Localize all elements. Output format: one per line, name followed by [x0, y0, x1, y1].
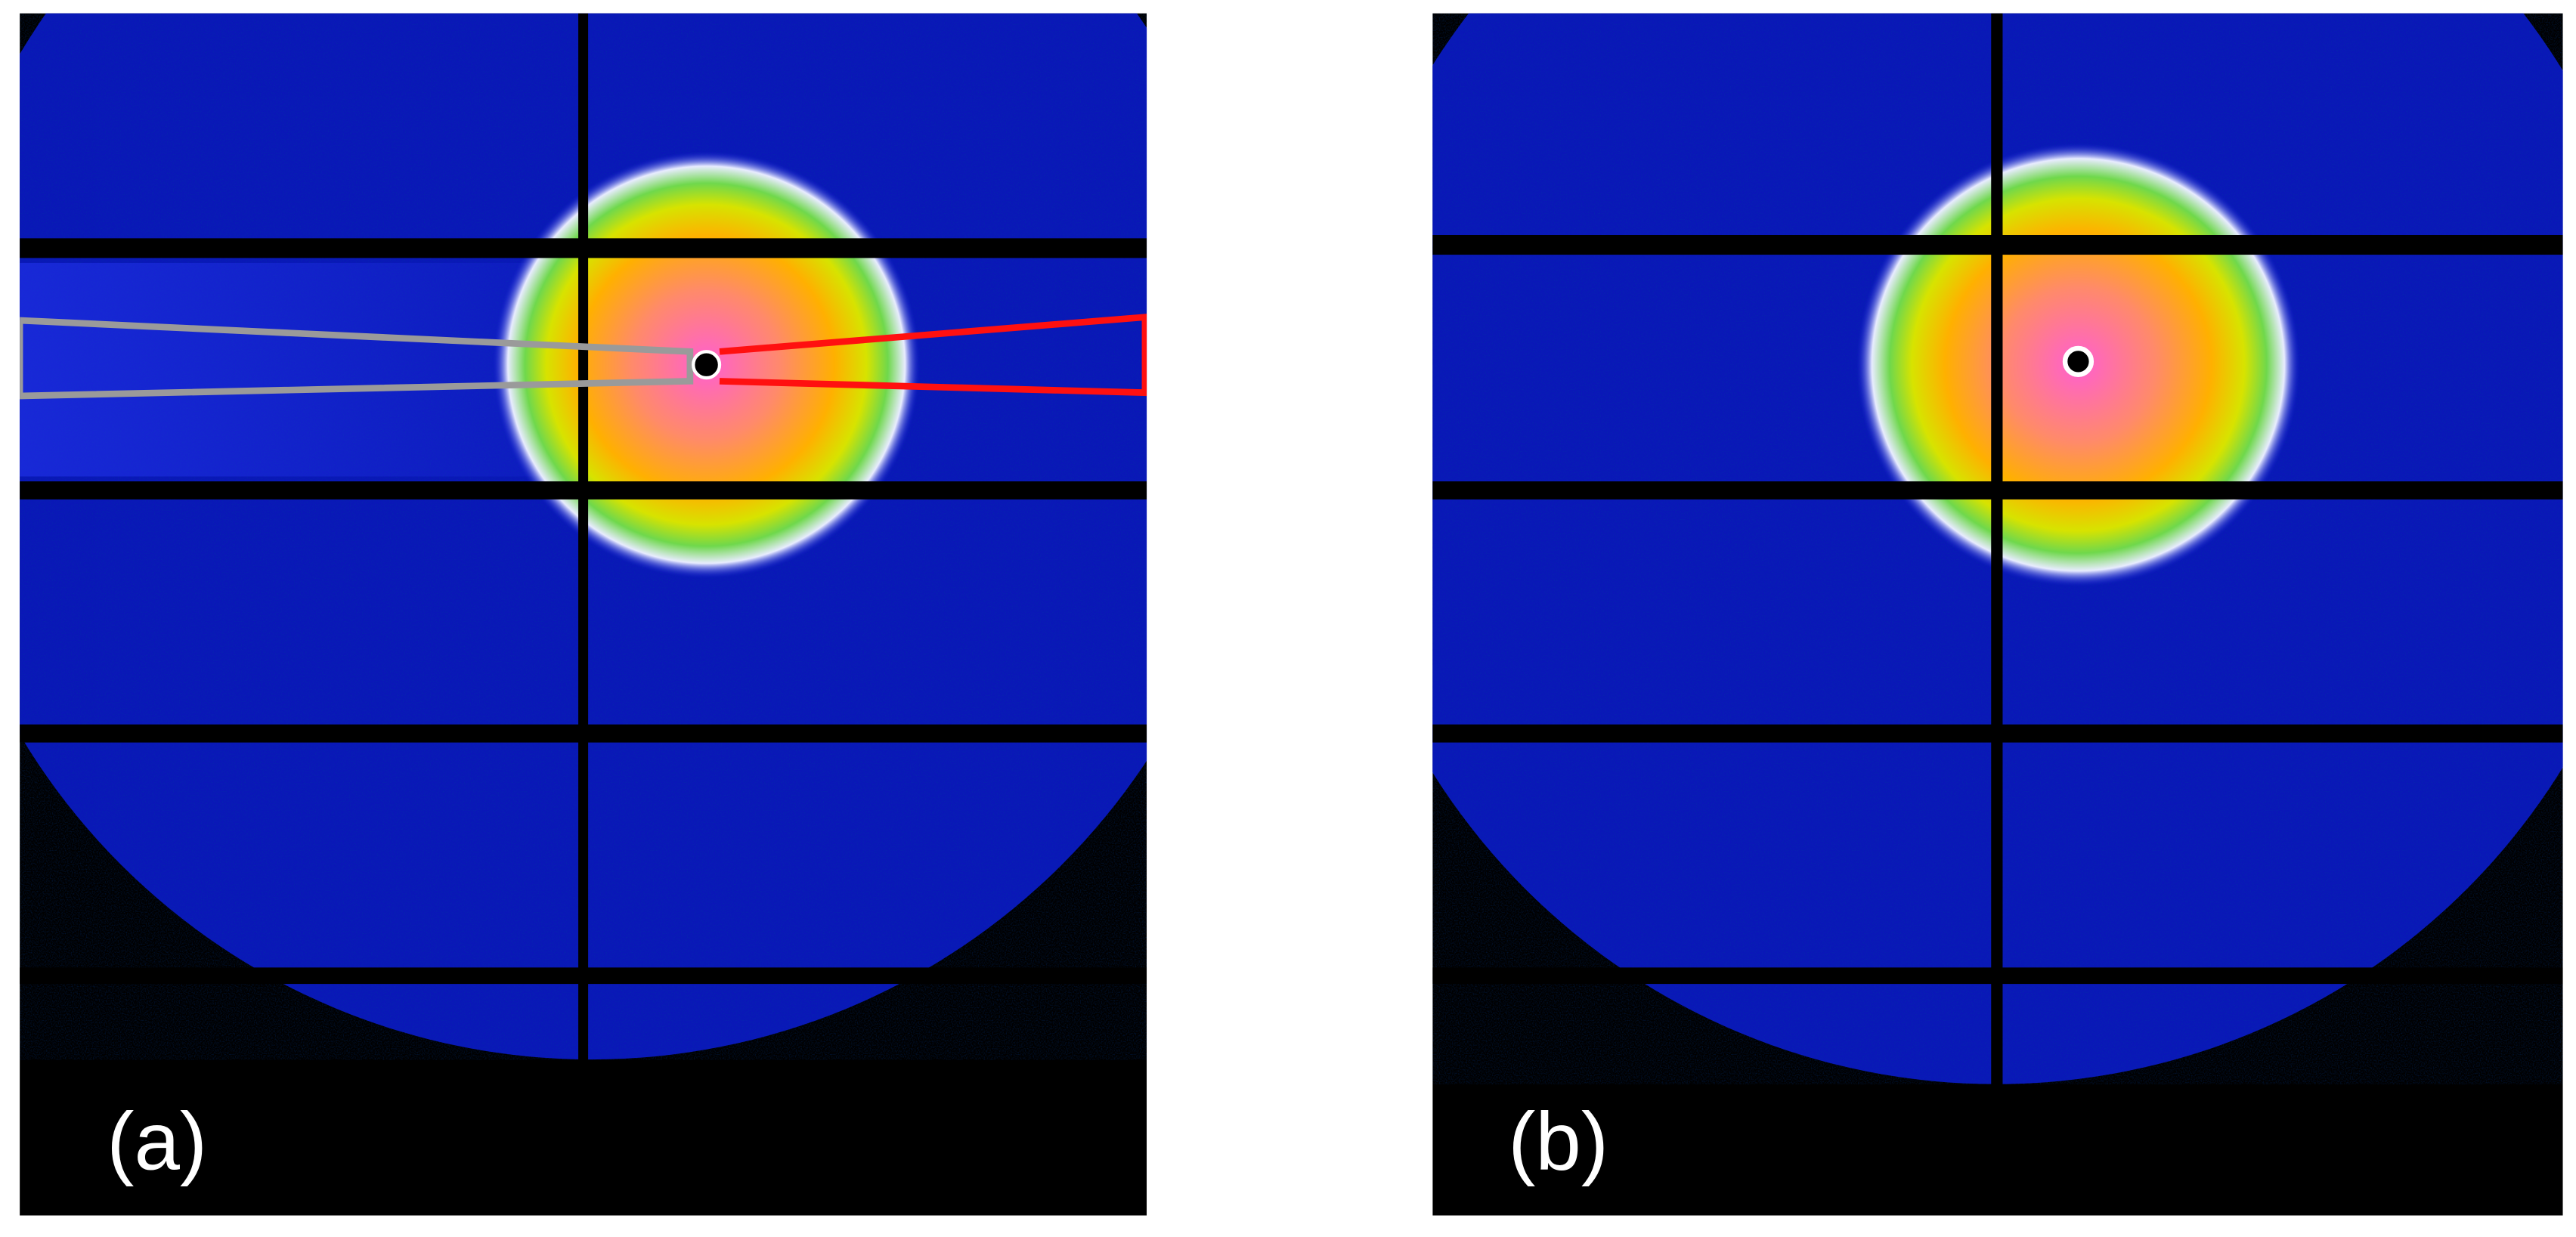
- panel-label: (a): [107, 1096, 207, 1188]
- detector-gaps: [1432, 13, 2563, 1216]
- panel-b: [1432, 13, 2563, 1216]
- panel-label: (b): [1508, 1096, 1608, 1188]
- sector-red: [719, 314, 1147, 397]
- sector-gray: [20, 317, 694, 400]
- panel-a: [20, 13, 1147, 1216]
- beam-stop: [692, 350, 722, 380]
- beam-stop: [2062, 345, 2095, 377]
- detector-gaps: [20, 13, 1147, 1216]
